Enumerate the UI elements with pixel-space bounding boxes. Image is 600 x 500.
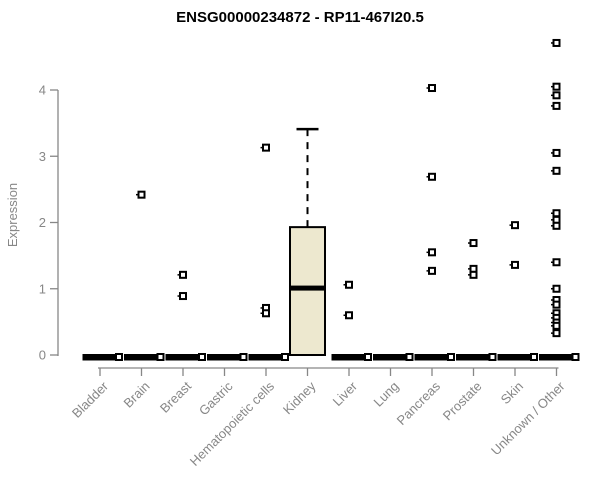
zero-bar — [207, 354, 242, 361]
x-tick-label: Unknown / Other — [488, 378, 568, 458]
outlier-point — [552, 101, 561, 110]
outlier-point — [405, 353, 414, 361]
zero-bar — [165, 354, 201, 361]
zero-bar — [456, 354, 491, 361]
zero-bar — [414, 354, 450, 361]
outlier-point — [198, 353, 206, 361]
x-tick-label: Kidney — [280, 378, 319, 417]
outlier-point — [552, 38, 561, 47]
y-tick-label: 2 — [39, 215, 46, 230]
y-axis-label: Expression — [5, 183, 20, 247]
x-tick-label: Prostate — [440, 379, 485, 424]
y-tick-label: 1 — [39, 281, 46, 296]
outlier-point — [364, 353, 372, 361]
zero-bar — [248, 354, 284, 361]
outlier-point — [552, 321, 561, 330]
outlier-point — [179, 270, 187, 279]
outlier-point — [552, 148, 561, 157]
outlier-point — [469, 270, 478, 279]
outlier-point — [552, 209, 561, 218]
outlier-point — [345, 311, 353, 320]
outlier-point — [262, 309, 270, 318]
outlier-point — [239, 353, 248, 361]
x-tick-label: Gastric — [196, 378, 236, 418]
outlier-point — [115, 353, 123, 361]
outlier-point — [552, 284, 561, 293]
x-tick-label: Brain — [121, 379, 153, 411]
outlier-point — [262, 143, 270, 152]
outlier-point — [345, 280, 353, 289]
boxplot-box — [289, 226, 326, 356]
zero-bar — [539, 354, 574, 361]
zero-bar — [373, 354, 408, 361]
outlier-point — [428, 266, 436, 275]
outlier-point — [530, 353, 538, 361]
outlier-point — [156, 353, 165, 361]
zero-bar — [497, 354, 533, 361]
zero-bar — [331, 354, 367, 361]
median-line — [291, 285, 324, 291]
outlier-point — [281, 353, 289, 361]
y-tick-label: 4 — [39, 83, 46, 98]
outlier-point — [137, 190, 146, 199]
outlier-point — [552, 91, 561, 100]
y-tick-label: 0 — [39, 348, 46, 363]
outlier-point — [511, 221, 519, 230]
chart-title: ENSG00000234872 - RP11-467I20.5 — [176, 9, 424, 26]
zero-bar — [124, 354, 159, 361]
outlier-point — [552, 82, 561, 91]
x-tick-label: Skin — [498, 379, 526, 407]
outlier-point — [428, 248, 436, 257]
outlier-point — [552, 221, 561, 230]
y-tick-label: 3 — [39, 149, 46, 164]
zero-bar — [82, 354, 118, 361]
outlier-point — [179, 292, 187, 301]
outlier-point — [552, 329, 561, 338]
outlier-point — [552, 300, 561, 309]
x-tick-label: Liver — [330, 378, 361, 409]
x-tick-label: Lung — [371, 379, 402, 410]
x-tick-label: Breast — [157, 378, 194, 415]
outlier-point — [428, 172, 436, 181]
x-tick-label: Bladder — [69, 378, 112, 421]
outlier-point — [552, 166, 561, 175]
x-tick-label: Pancreas — [394, 378, 444, 428]
outlier-point — [488, 353, 497, 361]
outlier-point — [447, 353, 455, 361]
outlier-point — [428, 84, 436, 93]
outlier-point — [469, 239, 478, 248]
outlier-point — [552, 258, 561, 267]
outlier-point — [511, 260, 519, 269]
outlier-point — [571, 353, 580, 361]
